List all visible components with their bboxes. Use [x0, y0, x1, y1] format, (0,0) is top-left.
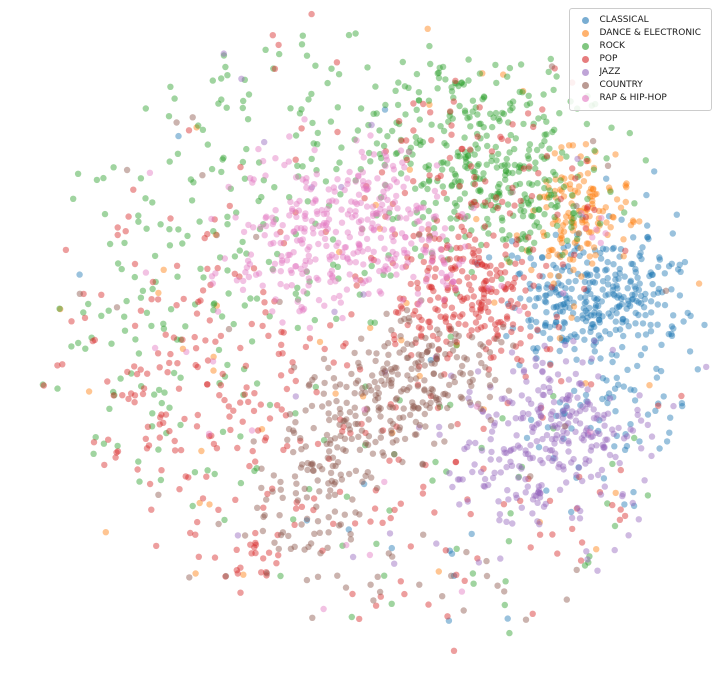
series-jazz: [220, 50, 710, 574]
legend-marker-icon: [582, 43, 590, 50]
legend-marker-icon: [582, 17, 590, 24]
legend-item-dance-electronic: DANCE & ELECTRONIC: [570, 27, 701, 40]
series-classical: [76, 106, 708, 624]
legend-marker-icon: [582, 56, 590, 63]
legend-item-country: COUNTRY: [570, 79, 701, 92]
legend-item-label: JAZZ: [599, 67, 621, 77]
legend-item-classical: CLASSICAL: [570, 14, 701, 27]
legend-marker-icon: [582, 69, 590, 76]
series-pop: [40, 10, 685, 654]
legend-item-label: CLASSICAL: [599, 15, 649, 25]
legend-item-pop: POP: [570, 53, 701, 66]
legend-item-label: ROCK: [599, 41, 625, 51]
legend-item-label: COUNTRY: [599, 80, 643, 90]
legend-item-rock: ROCK: [570, 40, 701, 53]
series-dance-electronic: [57, 25, 703, 578]
legend: CLASSICAL DANCE & ELECTRONIC ROCK POP JA…: [569, 8, 712, 111]
legend-item-label: DANCE & ELECTRONIC: [599, 28, 701, 38]
legend-item-rap-hip-hop: RAP & HIP-HOP: [570, 92, 701, 105]
series-country: [76, 63, 670, 623]
legend-item-jazz: JAZZ: [570, 66, 701, 79]
series-rap-hip-hop: [142, 116, 609, 613]
legend-item-label: RAP & HIP-HOP: [599, 93, 667, 103]
legend-item-label: POP: [599, 54, 618, 64]
series-rock: [39, 30, 652, 637]
legend-marker-icon: [582, 82, 590, 89]
legend-marker-icon: [582, 95, 590, 102]
legend-marker-icon: [582, 30, 590, 37]
